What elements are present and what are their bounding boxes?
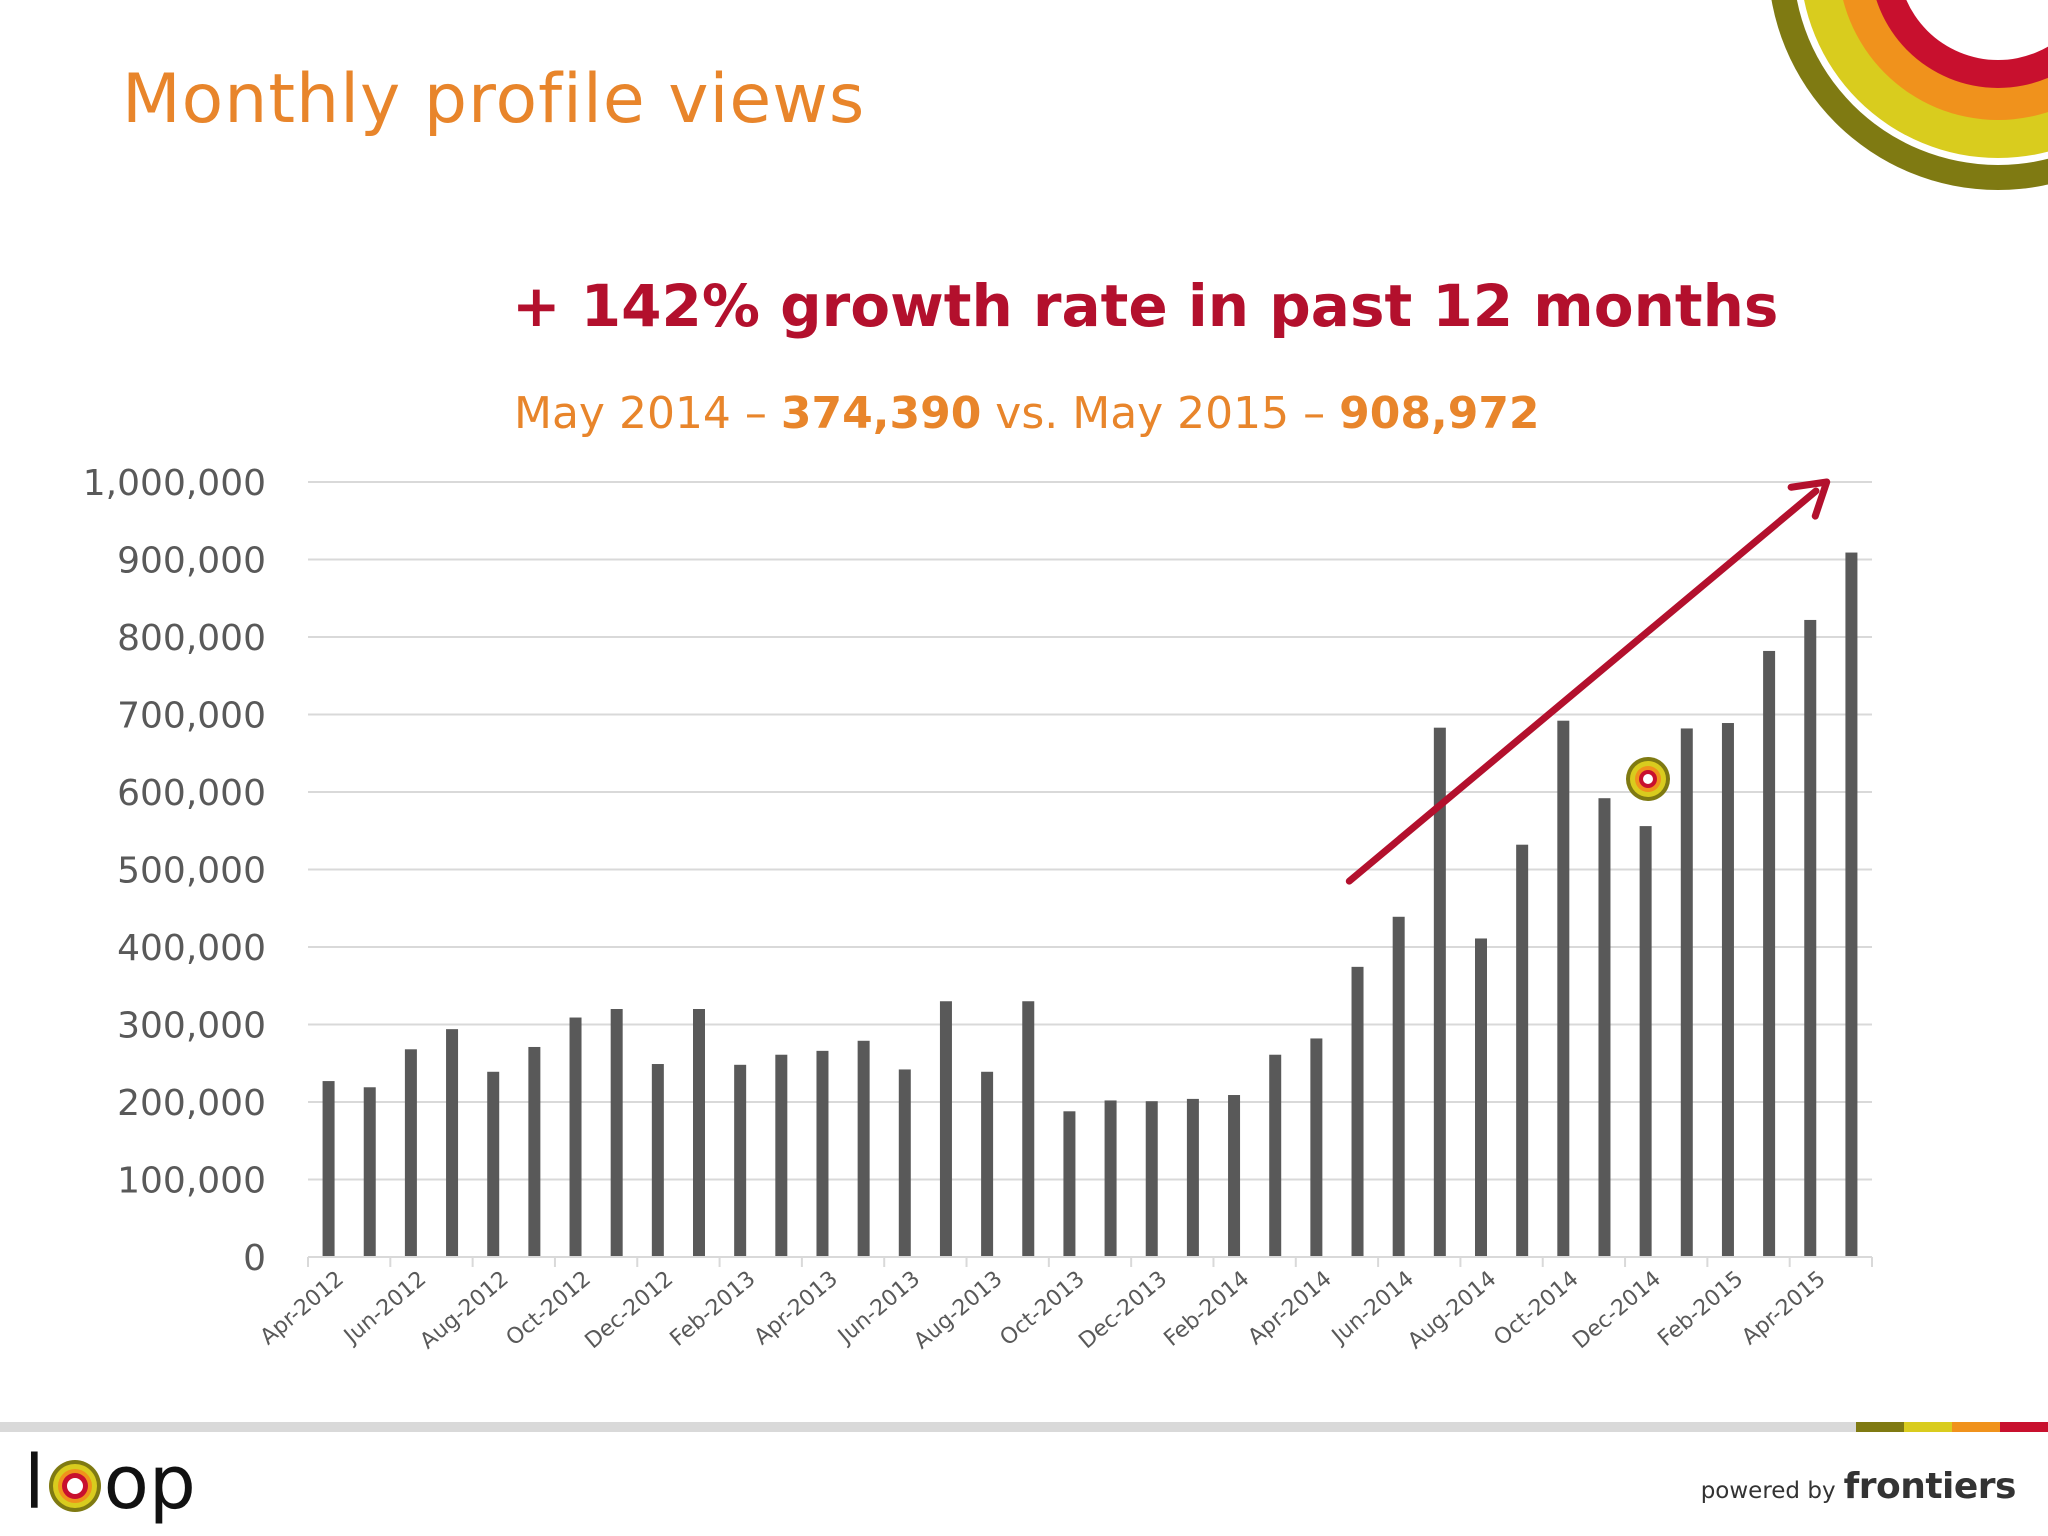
bar	[898, 1069, 911, 1257]
trend-arrow-shaft	[1345, 487, 1820, 885]
stripe-red	[2000, 1422, 2048, 1432]
y-tick-label: 900,000	[117, 541, 266, 582]
y-tick-label: 1,000,000	[83, 463, 266, 504]
bar	[1269, 1054, 1282, 1257]
comparison-value-2014: 374,390	[780, 388, 982, 439]
x-tick-label: Feb-2014	[1159, 1266, 1254, 1351]
y-axis-ticks: 0 100,000 200,000 300,000 400,000 500,000 600,…	[83, 463, 266, 1279]
bar	[1557, 720, 1570, 1257]
bar	[1845, 552, 1858, 1257]
x-axis-ticks: Apr-2012Jun-2012Aug-2012Oct-2012Dec-2012…	[256, 1266, 1831, 1354]
loop-logo: l op	[24, 1440, 196, 1520]
slide-title: Monthly profile views	[122, 60, 866, 139]
bar	[610, 1009, 623, 1257]
y-tick-label: 800,000	[117, 618, 266, 659]
bar	[1104, 1100, 1117, 1257]
y-tick-label: 200,000	[117, 1083, 266, 1124]
bar-chart: 0 100,000 200,000 300,000 400,000 500,000 600,…	[83, 463, 1873, 1354]
comparison-part2: vs. May 2015 –	[981, 388, 1340, 439]
x-axis	[307, 1256, 1873, 1267]
frontiers-brand: frontiers	[1843, 1466, 2017, 1507]
bar	[1721, 723, 1734, 1257]
bar	[1763, 650, 1776, 1257]
x-tick-label: Dec-2014	[1568, 1266, 1666, 1354]
y-tick-label: 500,000	[117, 851, 266, 892]
loop-logo-l: l	[24, 1440, 45, 1526]
x-tick-label: Aug-2012	[416, 1266, 514, 1354]
loop-marker-icon	[1626, 757, 1670, 801]
bar	[446, 1029, 459, 1257]
loop-ring-icon	[48, 1460, 101, 1512]
x-tick-label: Dec-2012	[581, 1266, 679, 1354]
footer-color-stripes	[1856, 1422, 2048, 1432]
bar	[322, 1081, 335, 1257]
bar	[1351, 966, 1364, 1257]
footer-divider	[0, 1422, 2048, 1432]
comparison-value-2015: 908,972	[1339, 388, 1540, 439]
y-tick-label: 100,000	[117, 1161, 266, 1202]
bar	[857, 1040, 870, 1257]
bar	[775, 1054, 788, 1257]
powered-by-frontiers: powered by frontiers	[1700, 1466, 2017, 1507]
y-tick-label: 600,000	[117, 773, 266, 814]
growth-headline: + 142% growth rate in past 12 months	[512, 272, 1779, 340]
powered-by-label: powered by	[1700, 1478, 1836, 1504]
x-tick-label: Oct-2012	[502, 1266, 596, 1351]
bar	[1063, 1111, 1076, 1257]
bar	[1228, 1095, 1241, 1257]
bar	[939, 1001, 952, 1257]
loop-marker-ring	[1643, 774, 1653, 784]
bar	[1598, 798, 1611, 1257]
bar	[528, 1046, 541, 1257]
x-tick-label: Oct-2013	[996, 1266, 1090, 1351]
comparison-part1: May 2014 –	[514, 388, 781, 439]
bar	[734, 1064, 747, 1257]
x-tick-label: Apr-2015	[1737, 1266, 1830, 1350]
bar	[1145, 1101, 1158, 1257]
bar	[1022, 1001, 1035, 1257]
bar	[404, 1049, 417, 1257]
y-tick-label: 700,000	[117, 696, 266, 737]
stripe-yellow	[1904, 1422, 1952, 1432]
x-tick-label: Apr-2013	[750, 1266, 843, 1350]
x-tick-label: Dec-2013	[1074, 1266, 1172, 1354]
bar	[1433, 727, 1446, 1257]
bar	[1186, 1098, 1199, 1257]
x-tick-label: Apr-2014	[1244, 1266, 1337, 1350]
bar	[651, 1064, 664, 1257]
x-tick-label: Apr-2012	[256, 1266, 349, 1350]
stripe-orange	[1952, 1422, 2000, 1432]
stripe-olive	[1856, 1422, 1904, 1432]
bars	[322, 552, 1858, 1257]
x-tick-label: Oct-2014	[1489, 1266, 1583, 1351]
x-tick-label: Aug-2013	[909, 1266, 1007, 1354]
loop-logo-op: op	[103, 1440, 196, 1526]
trend-arrow	[1345, 478, 1831, 885]
bar	[569, 1017, 582, 1257]
bar	[1680, 728, 1693, 1257]
y-tick-label: 300,000	[117, 1006, 266, 1047]
bar	[363, 1087, 376, 1257]
y-tick-label: 0	[243, 1238, 266, 1279]
y-tick-label: 400,000	[117, 928, 266, 969]
bar	[1310, 1038, 1323, 1257]
bar	[1475, 938, 1487, 1257]
bar	[1639, 826, 1652, 1257]
bar	[487, 1071, 500, 1257]
corner-rings-logo	[1771, 0, 2048, 190]
bar	[981, 1071, 994, 1257]
bar	[1804, 619, 1817, 1257]
gridlines	[308, 481, 1872, 1181]
trend-arrow-head	[1787, 478, 1831, 520]
bar	[693, 1009, 705, 1257]
comparison-line: May 2014 – 374,390 vs. May 2015 – 908,97…	[514, 388, 1540, 439]
bar	[1516, 844, 1529, 1257]
bar	[816, 1050, 829, 1257]
x-tick-label: Feb-2015	[1653, 1266, 1748, 1351]
x-tick-label: Aug-2014	[1403, 1266, 1501, 1354]
bar	[1392, 916, 1405, 1257]
x-tick-label: Feb-2013	[666, 1266, 761, 1351]
